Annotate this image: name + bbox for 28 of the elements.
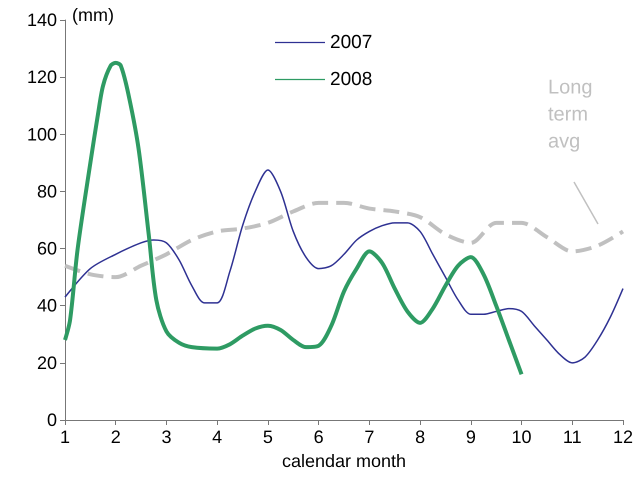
y-axis-title: (mm)	[72, 5, 114, 25]
y-tick-label: 120	[26, 67, 57, 88]
y-tick-label: 60	[36, 238, 57, 259]
y-tick-label: 100	[26, 124, 57, 144]
legend-label: 2008	[330, 69, 372, 90]
x-axis-title: calendar month	[282, 451, 406, 471]
legend-label: 2007	[330, 32, 372, 53]
line-series	[64, 169, 624, 364]
x-tick-label: 3	[161, 427, 172, 447]
x-tick-label: 1	[60, 427, 70, 447]
y-tick-label: 80	[36, 181, 57, 202]
x-tick-label: 4	[212, 427, 222, 447]
line-series	[63, 200, 625, 280]
y-tick-label: 0	[46, 410, 57, 430]
line-series	[63, 60, 524, 376]
y-tick-label: 20	[36, 352, 57, 373]
x-tick-label: 6	[314, 427, 324, 447]
x-tick-label: 7	[364, 427, 374, 447]
x-tick-label: 2	[110, 427, 121, 447]
y-tick-label: 140	[26, 10, 57, 30]
x-tick-label: 8	[415, 427, 426, 447]
x-tick-label: 11	[562, 427, 582, 447]
x-tick-label: 12	[612, 427, 634, 447]
text: Long term avg	[548, 76, 592, 152]
x-tick-label: 5	[262, 427, 273, 447]
x-tick-label: 9	[466, 427, 476, 447]
x-tick-label: 10	[512, 427, 532, 447]
y-tick-label: 40	[36, 296, 57, 316]
